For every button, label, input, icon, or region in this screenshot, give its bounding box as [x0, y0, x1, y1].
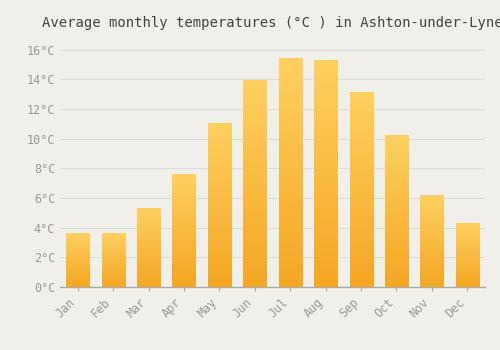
Title: Average monthly temperatures (°C ) in Ashton-under-Lyne: Average monthly temperatures (°C ) in As… — [42, 16, 500, 30]
